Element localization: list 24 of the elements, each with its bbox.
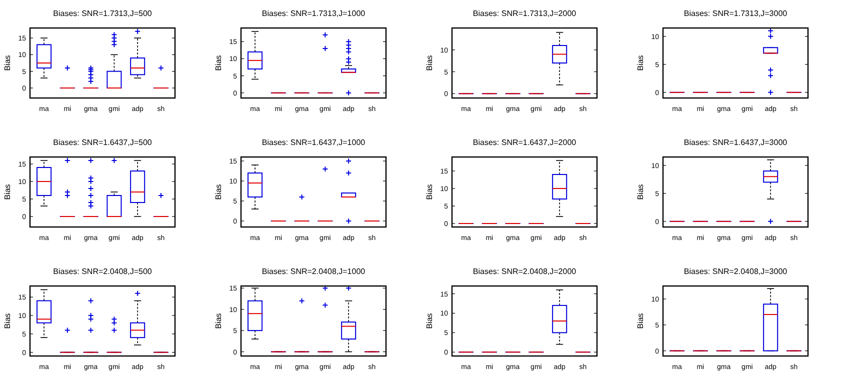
y-axis-title: Bias (636, 313, 645, 329)
chart-title: Biases: SNR=2.0408,J=3000 (684, 267, 788, 276)
chart-title: Biases: SNR=1.6437,J=3000 (684, 138, 788, 147)
y-axis-title: Bias (214, 313, 223, 329)
y-axis-title: Bias (636, 184, 645, 200)
chart-title: Biases: SNR=1.6437,J=1000 (262, 138, 366, 147)
chart-title: Biases: SNR=2.0408,J=1000 (262, 267, 366, 276)
y-axis-title: Bias (425, 184, 434, 200)
chart-title: Biases: SNR=1.6437,J=500 (53, 138, 152, 147)
y-axis-title: Bias (425, 313, 434, 329)
y-axis-title: Bias (636, 55, 645, 71)
y-axis-title: Bias (3, 184, 12, 200)
chart-title: Biases: SNR=1.7313,J=3000 (684, 9, 788, 18)
y-axis-title: Bias (3, 55, 12, 71)
y-axis-title: Bias (425, 55, 434, 71)
y-axis-title: Bias (214, 184, 223, 200)
chart-title: Biases: SNR=1.7313,J=500 (53, 9, 152, 18)
chart-title: Biases: SNR=2.0408,J=500 (53, 267, 152, 276)
chart-title: Biases: SNR=2.0408,J=2000 (472, 267, 577, 276)
chart-title: Biases: SNR=1.7313,J=2000 (472, 9, 577, 18)
y-axis-title: Bias (214, 55, 223, 71)
y-axis-title: Bias (3, 313, 12, 329)
chart-title: Biases: SNR=1.7313,J=1000 (262, 9, 366, 18)
chart-title: Biases: SNR=1.6437,J=2000 (472, 138, 577, 147)
